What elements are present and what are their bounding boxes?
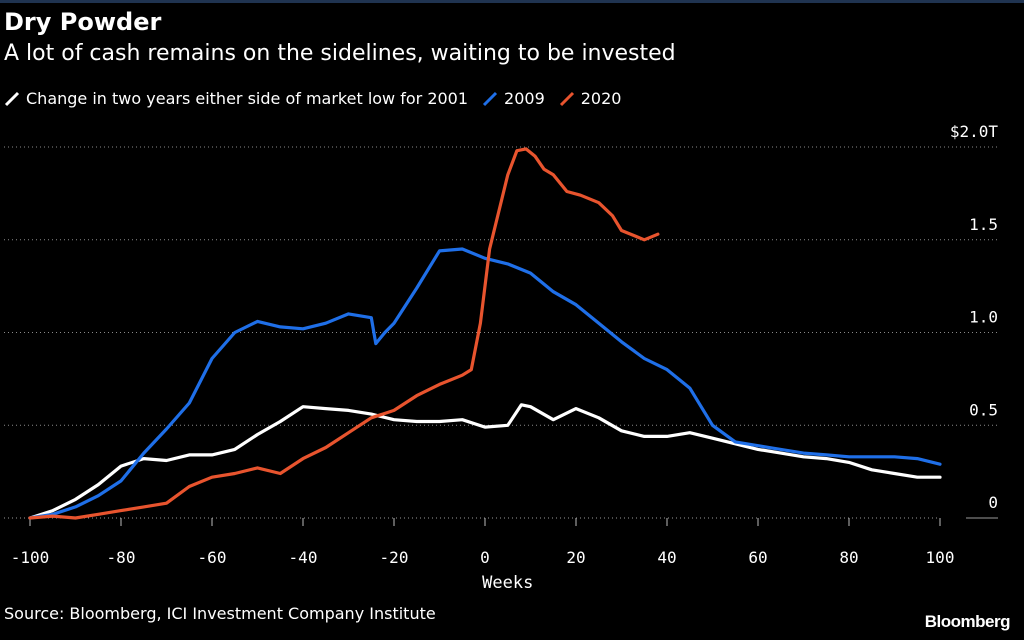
legend-label-2009: 2009 (504, 89, 545, 108)
legend-swatch-2009 (482, 91, 498, 107)
x-tick-label-2: -60 (198, 548, 227, 567)
x-tick-label-4: -20 (380, 548, 409, 567)
y-tick-label-1: 0.5 (969, 400, 998, 419)
x-tick-label-9: 80 (839, 548, 858, 567)
y-tick-label-3: 1.5 (969, 215, 998, 234)
x-tick-label-1: -80 (107, 548, 136, 567)
legend-swatch-2001 (4, 91, 20, 107)
series-line-2020 (28, 147, 660, 520)
legend-swatch-2020 (559, 91, 575, 107)
legend: Change in two years either side of marke… (4, 89, 635, 108)
series-line-2009 (28, 247, 942, 520)
legend-item-2001: Change in two years either side of marke… (4, 89, 468, 108)
y-tick-label-0: 0 (988, 493, 998, 512)
y-tick-label-4: $2.0T (950, 122, 999, 141)
top-accent-bar (0, 0, 1024, 3)
source-note: Source: Bloomberg, ICI Investment Compan… (4, 604, 436, 623)
legend-item-2009: 2009 (482, 89, 545, 108)
series-line-2001 (28, 403, 942, 520)
legend-label-2001: Change in two years either side of marke… (26, 89, 469, 108)
x-axis-title: Weeks (482, 573, 533, 593)
x-tick-label-7: 40 (657, 548, 676, 567)
chart-title: Dry Powder (4, 8, 162, 36)
x-tick-label-5: 0 (480, 548, 490, 567)
x-tick-label-8: 60 (748, 548, 767, 567)
legend-item-2020: 2020 (559, 89, 622, 108)
x-tick-label-6: 20 (566, 548, 585, 567)
x-tick-label-3: -40 (289, 548, 318, 567)
chart-subtitle: A lot of cash remains on the sidelines, … (4, 41, 676, 66)
x-tick-label-10: 100 (926, 548, 955, 567)
legend-label-2020: 2020 (580, 89, 622, 108)
x-tick-label-0: -100 (11, 548, 50, 567)
y-tick-label-2: 1.0 (969, 308, 998, 327)
bloomberg-logo: Bloomberg (924, 612, 1011, 631)
